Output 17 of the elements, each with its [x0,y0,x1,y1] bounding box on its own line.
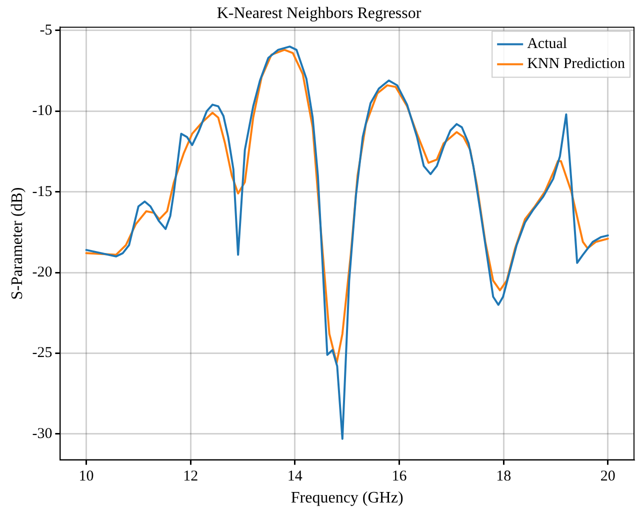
x-tick-label: 20 [600,468,616,485]
y-axis-title: S-Parameter (dB) [8,187,26,300]
y-tick-label: -15 [32,184,52,200]
x-tick-label: 14 [287,468,303,485]
y-tick-label: -5 [40,22,52,38]
x-axis-title: Frequency (GHz) [290,490,404,507]
x-tick-label: 16 [392,468,408,485]
legend-label: Actual [527,36,568,52]
y-tick-label: -30 [32,426,52,442]
x-tick-label: 10 [78,468,94,485]
y-tick-label: -10 [32,103,52,120]
y-tick-label: -25 [32,345,52,362]
x-tick-label: 18 [496,468,512,485]
legend-label: KNN Prediction [527,56,626,72]
x-tick-label: 12 [183,468,198,485]
chart-title: K-Nearest Neighbors Regressor [216,4,422,22]
y-tick-label: -20 [32,264,52,280]
